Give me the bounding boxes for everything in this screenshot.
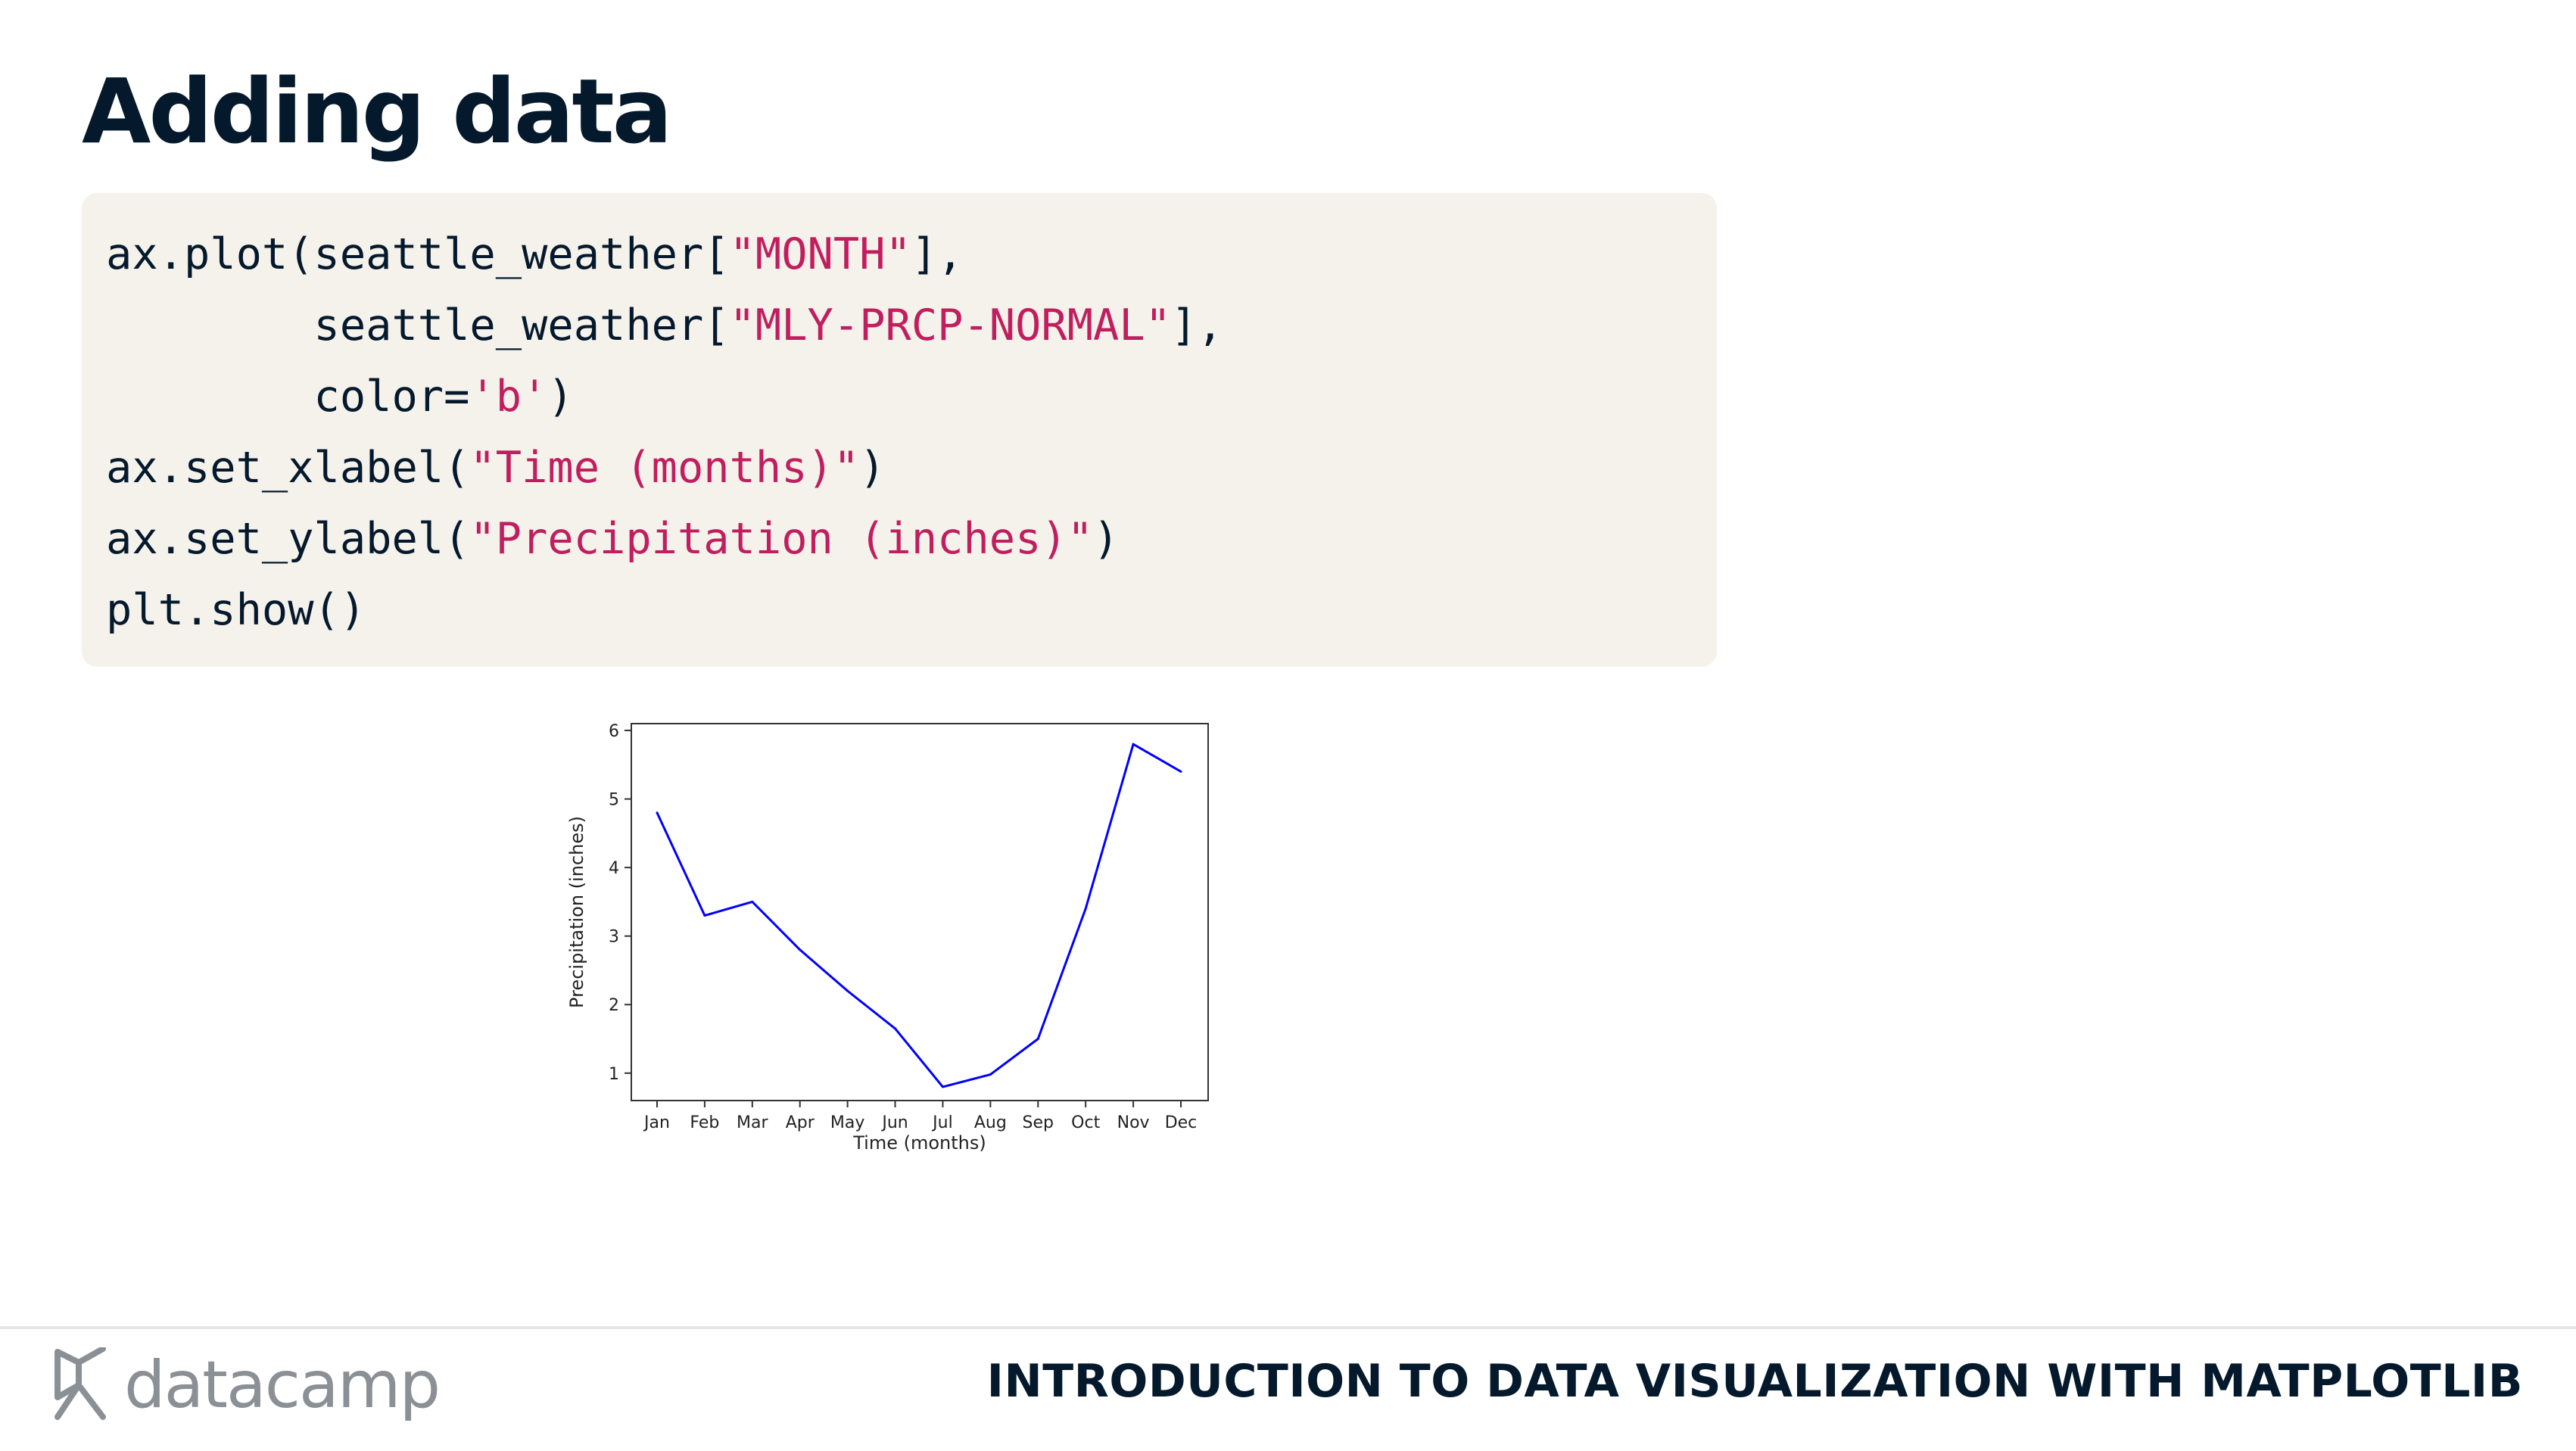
- data-point: [799, 948, 802, 951]
- code-line-6: plt.show(): [106, 574, 1717, 646]
- x-tick-label: Nov: [1117, 1113, 1150, 1132]
- y-tick-label: 4: [609, 859, 619, 878]
- data-point: [941, 1085, 944, 1088]
- x-tick-label: Mar: [737, 1113, 768, 1132]
- y-tick-label: 3: [609, 928, 619, 947]
- data-point: [846, 989, 849, 992]
- data-point: [751, 900, 754, 903]
- y-axis-label: Precipitation (inches): [566, 816, 587, 1008]
- x-tick-label: May: [830, 1113, 864, 1132]
- code-string: "Precipitation (inches)": [469, 514, 1094, 564]
- code-text: ax.set_xlabel(: [106, 443, 470, 493]
- code-text: ax.plot(seattle_weather[: [106, 229, 730, 279]
- code-line-3: color='b'): [106, 361, 1717, 432]
- x-tick-label: Feb: [690, 1113, 719, 1132]
- code-text: ax.set_ylabel(: [106, 514, 470, 564]
- plot-frame: [631, 723, 1209, 1101]
- footer-divider: [0, 1326, 2576, 1329]
- y-tick-label: 5: [609, 791, 619, 810]
- data-point: [894, 1027, 897, 1030]
- data-point: [656, 811, 659, 814]
- code-string: "MONTH": [729, 229, 911, 279]
- code-line-5: ax.set_ylabel("Precipitation (inches)"): [106, 503, 1717, 574]
- datacamp-logo: datacamp: [53, 1347, 441, 1423]
- x-tick-label: Jan: [643, 1113, 670, 1132]
- data-point: [703, 914, 706, 917]
- x-tick-label: Dec: [1165, 1113, 1198, 1132]
- code-text: seattle_weather[: [106, 300, 730, 350]
- code-line-1: ax.plot(seattle_weather["MONTH"],: [106, 219, 1717, 290]
- data-point: [989, 1073, 992, 1076]
- code-string: "Time (months)": [469, 443, 860, 493]
- course-title: INTRODUCTION TO DATA VISUALIZATION WITH …: [986, 1355, 2523, 1408]
- x-tick-label: Sep: [1023, 1113, 1054, 1132]
- code-text: plt.show(): [106, 585, 366, 635]
- x-tick-label: Jul: [931, 1113, 953, 1132]
- x-tick-label: Apr: [786, 1113, 815, 1132]
- code-text: ): [1093, 514, 1120, 564]
- code-text: ): [859, 443, 886, 493]
- code-string: "MLY-PRCP-NORMAL": [729, 300, 1171, 350]
- code-text: ],: [911, 229, 964, 279]
- data-point: [1132, 743, 1135, 746]
- code-line-4: ax.set_xlabel("Time (months)"): [106, 432, 1717, 503]
- data-point: [1084, 907, 1087, 910]
- x-tick-label: Oct: [1071, 1113, 1100, 1132]
- code-text: ): [547, 372, 574, 422]
- code-block: ax.plot(seattle_weather["MONTH"], seattl…: [82, 193, 1717, 667]
- data-point: [1179, 770, 1182, 773]
- y-tick-label: 2: [609, 996, 619, 1015]
- code-text: color=: [106, 372, 470, 422]
- x-axis-label: Time (months): [852, 1132, 986, 1154]
- code-string: 'b': [469, 372, 548, 422]
- y-tick-label: 6: [609, 722, 619, 741]
- x-tick-label: Aug: [974, 1113, 1007, 1132]
- y-tick-label: 1: [609, 1065, 619, 1084]
- code-line-2: seattle_weather["MLY-PRCP-NORMAL"],: [106, 290, 1717, 361]
- slide-title: Adding data: [82, 59, 672, 163]
- series-line: [656, 743, 1182, 1088]
- code-text: ],: [1171, 300, 1223, 350]
- datacamp-wordmark: datacamp: [124, 1347, 441, 1423]
- x-tick-label: Jun: [880, 1113, 908, 1132]
- data-point: [1036, 1038, 1039, 1041]
- precipitation-line-chart: 1 2 3 4 5 6 Jan Feb Mar Apr May Jun Jul Aug Sep Oct Nov D…: [560, 704, 1226, 1158]
- datacamp-logo-icon: [55, 1347, 106, 1420]
